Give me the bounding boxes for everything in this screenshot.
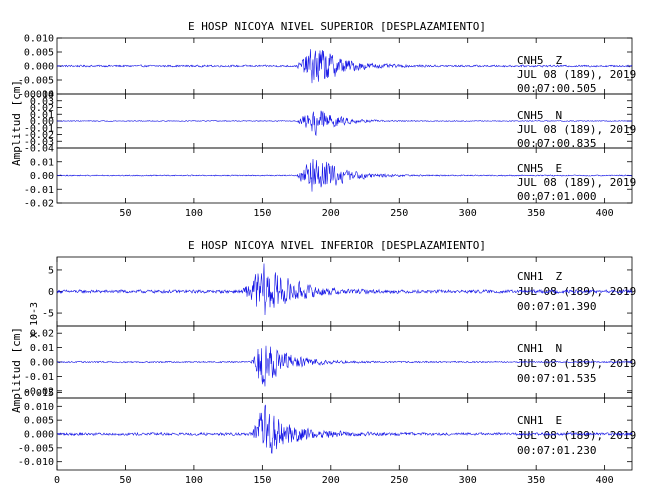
x-tick-label: 150 bbox=[253, 475, 271, 486]
y-multiplier-label: X 10-3 bbox=[29, 302, 40, 338]
chart-top: E HOSP NICOYA NIVEL SUPERIOR [DESPLAZAMI… bbox=[10, 20, 636, 204]
y-tick-label: -0.005 bbox=[18, 443, 54, 454]
y-tick-label: -0.01 bbox=[24, 185, 54, 196]
x-tick-label: 250 bbox=[390, 475, 408, 486]
x-tick-label: 0 bbox=[54, 475, 60, 486]
y-tick-label: 0.04 bbox=[30, 90, 54, 101]
station-label: CNH1 E bbox=[517, 414, 562, 427]
x-tick-label: 200 bbox=[322, 475, 340, 486]
station-label: CNH1 Z bbox=[517, 270, 563, 283]
x-tick-label: 350 bbox=[527, 475, 545, 486]
trace-top-z bbox=[56, 49, 633, 84]
y-tick-label: 0.01 bbox=[30, 110, 54, 121]
y-tick-label: 0.02 bbox=[30, 329, 54, 340]
x-tick-label: 50 bbox=[119, 208, 131, 219]
x-tick-label: 100 bbox=[185, 475, 203, 486]
y-tick-label: -0.01 bbox=[24, 123, 54, 134]
y-tick-label: 0.000 bbox=[24, 62, 54, 73]
time-label: 00:07:01.390 bbox=[517, 300, 596, 313]
time-label: 00:07:01.000 bbox=[517, 190, 596, 203]
panel-top-e: CNH5 E JUL 08 (189), 2019 00:07:01.000 bbox=[56, 147, 636, 204]
y-tick-label: 0.01 bbox=[30, 157, 54, 168]
x-tick-label: 350 bbox=[527, 208, 545, 219]
x-tick-label: 100 bbox=[185, 208, 203, 219]
trace-bottom-e bbox=[56, 404, 633, 454]
time-label: 00:07:01.535 bbox=[517, 372, 596, 385]
trace-layer bbox=[56, 49, 633, 454]
station-label: CNH1 N bbox=[517, 342, 562, 355]
time-label: 00:07:01.230 bbox=[517, 444, 596, 457]
tick-layer: 0.0100.0050.000-0.005-0.0100.040.030.020… bbox=[18, 34, 632, 486]
x-tick-label: 250 bbox=[390, 208, 408, 219]
y-tick-label: 0.03 bbox=[30, 96, 54, 107]
y-tick-label: 0.02 bbox=[30, 103, 54, 114]
x-tick-label: 50 bbox=[119, 475, 131, 486]
trace-bottom-n bbox=[56, 345, 633, 387]
y-axis-label-top: Amplitud [cm] bbox=[10, 80, 23, 166]
chart-title-bottom: E HOSP NICOYA NIVEL INFERIOR [DESPLAZAMI… bbox=[188, 239, 486, 252]
y-tick-label: 0.005 bbox=[24, 416, 54, 427]
y-axis-label-bottom: Amplitud [cm] bbox=[10, 327, 23, 413]
station-label: CNH5 N bbox=[517, 109, 562, 122]
trace-top-n bbox=[56, 110, 633, 137]
y-tick-label: 0.01 bbox=[30, 343, 54, 354]
y-tick-label: -0.010 bbox=[18, 457, 54, 468]
y-tick-label: -0.01 bbox=[24, 372, 54, 383]
date-label: JUL 08 (189), 2019 bbox=[517, 429, 636, 442]
y-tick-label: -0.005 bbox=[18, 76, 54, 87]
y-tick-label: -5 bbox=[42, 309, 54, 320]
y-tick-label: -0.02 bbox=[24, 130, 54, 141]
station-label: CNH5 E bbox=[517, 162, 562, 175]
y-tick-label: 0.010 bbox=[24, 402, 54, 413]
y-tick-label: 0.00 bbox=[30, 171, 54, 182]
chart-title-top: E HOSP NICOYA NIVEL SUPERIOR [DESPLAZAMI… bbox=[188, 20, 486, 33]
date-label: JUL 08 (189), 2019 bbox=[517, 176, 636, 189]
y-tick-label: 0 bbox=[48, 287, 54, 298]
y-tick-label: 0.000 bbox=[24, 430, 54, 441]
date-label: JUL 08 (189), 2019 bbox=[517, 285, 636, 298]
panel-top-n: CNH5 N JUL 08 (189), 2019 00:07:00.835 bbox=[56, 93, 636, 150]
y-tick-label: 0.010 bbox=[24, 34, 54, 45]
trace-top-e bbox=[56, 159, 633, 192]
date-label: JUL 08 (189), 2019 bbox=[517, 123, 636, 136]
y-tick-label: 0.005 bbox=[24, 48, 54, 59]
x-tick-label: 200 bbox=[322, 208, 340, 219]
station-label: CNH5 Z bbox=[517, 54, 563, 67]
x-tick-label: 300 bbox=[459, 208, 477, 219]
y-tick-label: -0.04 bbox=[24, 144, 54, 155]
y-tick-label: -0.02 bbox=[24, 199, 54, 210]
x-tick-label: 300 bbox=[459, 475, 477, 486]
time-label: 00:07:00.835 bbox=[517, 137, 596, 150]
date-label: JUL 08 (189), 2019 bbox=[517, 68, 636, 81]
trace-bottom-z bbox=[56, 263, 633, 315]
time-label: 00:07:00.505 bbox=[517, 82, 596, 95]
panel-bottom-z: CNH1 Z JUL 08 (189), 2019 00:07:01.390 bbox=[56, 256, 636, 327]
y-tick-label: 5 bbox=[48, 265, 54, 276]
y-tick-label: 0.015 bbox=[24, 388, 54, 399]
y-tick-label: 0.00 bbox=[30, 358, 54, 369]
x-tick-label: 400 bbox=[596, 208, 614, 219]
y-tick-label: -0.02 bbox=[24, 386, 54, 397]
x-tick-label: 150 bbox=[253, 208, 271, 219]
y-tick-label: 0.00 bbox=[30, 117, 54, 128]
x-tick-label: 400 bbox=[596, 475, 614, 486]
y-tick-label: -0.03 bbox=[24, 137, 54, 148]
date-label: JUL 08 (189), 2019 bbox=[517, 357, 636, 370]
y-tick-label: -0.010 bbox=[18, 90, 54, 101]
